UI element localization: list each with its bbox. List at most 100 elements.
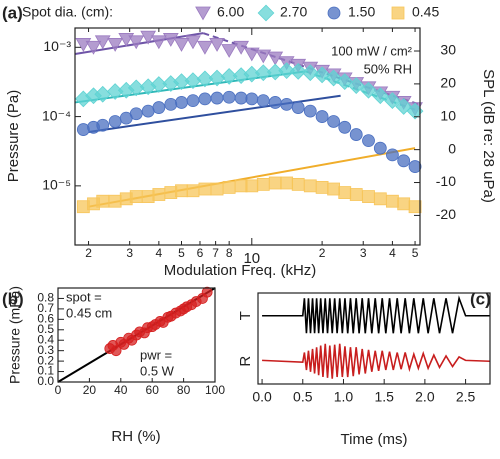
- x-tick-label: 0.5: [293, 389, 313, 405]
- y-tick-label: 0.4: [37, 332, 54, 346]
- x-tick-label: 1.0: [334, 389, 354, 405]
- point: [96, 194, 110, 208]
- x-tick-label: 100: [205, 383, 225, 397]
- panel-label: (c): [470, 289, 491, 308]
- point: [222, 180, 236, 194]
- point: [108, 194, 122, 208]
- point: [315, 180, 329, 194]
- x-tick-label: 40: [114, 383, 128, 397]
- point: [198, 92, 212, 106]
- x-tick-label: 10: [243, 250, 260, 267]
- point: [209, 38, 225, 52]
- point: [267, 51, 284, 66]
- y-axis-label: Pressure (Pa): [5, 90, 22, 183]
- point: [397, 197, 411, 211]
- x-tick-label: 4: [156, 246, 163, 260]
- point: [197, 40, 213, 55]
- x-tick-label: 2: [85, 246, 92, 260]
- point: [107, 38, 124, 52]
- legend-label: 1.50: [348, 4, 375, 20]
- point: [327, 115, 341, 128]
- x-axis-label: RH (%): [111, 428, 160, 445]
- x-tick-label: 80: [177, 383, 191, 397]
- legend-label: 0.45: [412, 4, 439, 20]
- y-tick-label: 0.3: [37, 343, 54, 357]
- point: [110, 345, 122, 357]
- plot-frame: [57, 287, 216, 383]
- y2-tick-label: -10: [436, 173, 456, 189]
- point: [210, 182, 224, 196]
- y-tick-label: 0.8: [37, 291, 54, 305]
- point: [162, 33, 179, 47]
- x-tick-label: 0.0: [252, 389, 272, 405]
- x-axis-label: Time (ms): [341, 431, 408, 448]
- point: [150, 35, 167, 50]
- point: [254, 64, 272, 82]
- x-tick-label: 5: [412, 246, 419, 260]
- point: [152, 101, 166, 114]
- point: [347, 77, 365, 94]
- point: [129, 107, 143, 121]
- plot-frame: [74, 27, 421, 246]
- point: [338, 120, 352, 134]
- point: [408, 160, 422, 173]
- point: [245, 179, 259, 193]
- point: [291, 177, 305, 191]
- legend-marker: [391, 6, 405, 20]
- x-tick-label: 2.0: [415, 389, 435, 405]
- point: [373, 141, 387, 155]
- point: [280, 97, 294, 111]
- x-tick-label: 2.5: [456, 389, 476, 405]
- point: [268, 176, 282, 190]
- point: [303, 104, 317, 118]
- point: [301, 64, 319, 82]
- point: [315, 110, 329, 123]
- legend-marker: [195, 6, 211, 21]
- x-tick-label: 3: [360, 246, 367, 260]
- point: [196, 70, 214, 88]
- annotation: 0.5 W: [140, 363, 175, 378]
- annotation: 50% RH: [364, 61, 412, 76]
- panel-label: (a): [2, 3, 23, 22]
- y2-tick-label: 20: [440, 75, 456, 91]
- point: [198, 182, 212, 196]
- point: [255, 49, 272, 64]
- y-tick-label: 10⁻⁴: [42, 107, 71, 123]
- point: [371, 87, 389, 105]
- point: [141, 104, 155, 118]
- point: [108, 115, 122, 128]
- x-tick-label: 3: [126, 246, 133, 260]
- y-tick-label: 0.0: [37, 374, 54, 388]
- point: [141, 190, 155, 203]
- point: [291, 101, 305, 114]
- legend-label: 2.70: [280, 4, 307, 20]
- point: [386, 194, 399, 208]
- point: [152, 188, 166, 201]
- point: [234, 91, 248, 105]
- point: [175, 184, 188, 198]
- annotation: 0.45 cm: [66, 305, 112, 320]
- trace: [262, 343, 491, 379]
- point: [185, 35, 201, 50]
- legend-marker: [327, 6, 341, 20]
- point: [349, 188, 363, 201]
- point: [128, 35, 145, 50]
- point: [243, 47, 260, 62]
- x-tick-label: 4: [389, 246, 396, 260]
- y-tick-label: 0.1: [37, 364, 54, 378]
- point: [325, 69, 342, 87]
- point: [186, 184, 200, 198]
- point: [278, 62, 296, 80]
- point: [362, 190, 375, 203]
- point: [210, 91, 224, 105]
- legend-label: 6.00: [217, 4, 244, 20]
- x-tick-label: 6: [197, 246, 204, 260]
- point: [164, 97, 178, 111]
- point: [222, 90, 236, 104]
- trace-label: R: [237, 356, 254, 367]
- point: [362, 134, 375, 148]
- point: [336, 73, 354, 90]
- point: [327, 182, 341, 196]
- point: [175, 96, 188, 109]
- y-axis-label: Pressure (mPa): [7, 286, 23, 384]
